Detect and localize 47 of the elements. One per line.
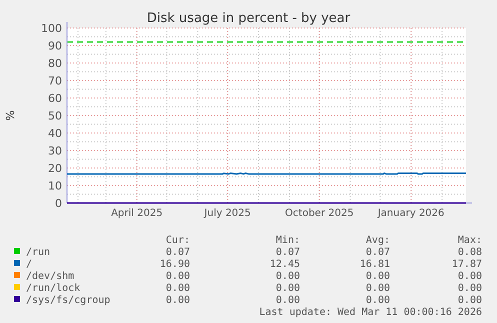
text: 0.00 (366, 283, 390, 294)
y-tick-label: 90 (48, 39, 62, 52)
text: 0.00 (458, 283, 482, 294)
y-tick-label: 50 (48, 109, 62, 122)
text: 17.87 (452, 259, 482, 270)
y-tick-label: 30 (48, 144, 62, 158)
legend-label: / (26, 259, 32, 270)
y-tick-label: 60 (48, 92, 62, 105)
text: 0.00 (458, 271, 482, 282)
y-tick-label: 70 (48, 74, 62, 88)
y-tick-label: 100 (41, 22, 62, 35)
text: 0.00 (166, 283, 190, 294)
text: 0.00 (366, 295, 390, 306)
text: 0.07 (166, 247, 190, 258)
text: 0.07 (366, 247, 390, 258)
x-tick-label: July 2025 (203, 208, 251, 219)
y-tick-label: 40 (48, 126, 62, 140)
text: 0.07 (276, 247, 300, 258)
y-tick-label: 10 (48, 179, 62, 192)
x-tick-label: April 2025 (111, 208, 163, 219)
text: Min: (276, 235, 300, 246)
text: 0.00 (458, 295, 482, 306)
legend-label: /dev/shm (26, 271, 74, 282)
text: Max: (458, 235, 482, 246)
legend-label: /run (26, 247, 50, 258)
text: Avg: (366, 235, 390, 246)
text: 0.08 (458, 247, 482, 258)
x-tick-label: January 2026 (376, 208, 444, 219)
text: 0.00 (276, 271, 300, 282)
text: 0.00 (166, 271, 190, 282)
text: Cur: (166, 235, 190, 246)
chart-title: Disk usage in percent - by year (146, 11, 351, 26)
text: 0.00 (166, 295, 190, 306)
text: 0.00 (276, 283, 300, 294)
text: 12.45 (270, 259, 300, 270)
text: 0.00 (366, 271, 390, 282)
text: 0.00 (276, 295, 300, 306)
text: Last update: Wed Mar 11 00:00:16 2026 (259, 307, 482, 318)
legend-label: /sys/fs/cgroup (26, 295, 110, 306)
y-tick-label: 20 (48, 162, 62, 175)
legend-label: /run/lock (26, 283, 80, 294)
text: 16.90 (160, 259, 190, 270)
y-tick-label: 80 (48, 56, 62, 70)
y-tick-label: 0 (55, 196, 62, 210)
x-tick-label: October 2025 (285, 208, 354, 219)
text: 16.81 (360, 259, 390, 270)
y-axis-title: % (4, 110, 17, 121)
